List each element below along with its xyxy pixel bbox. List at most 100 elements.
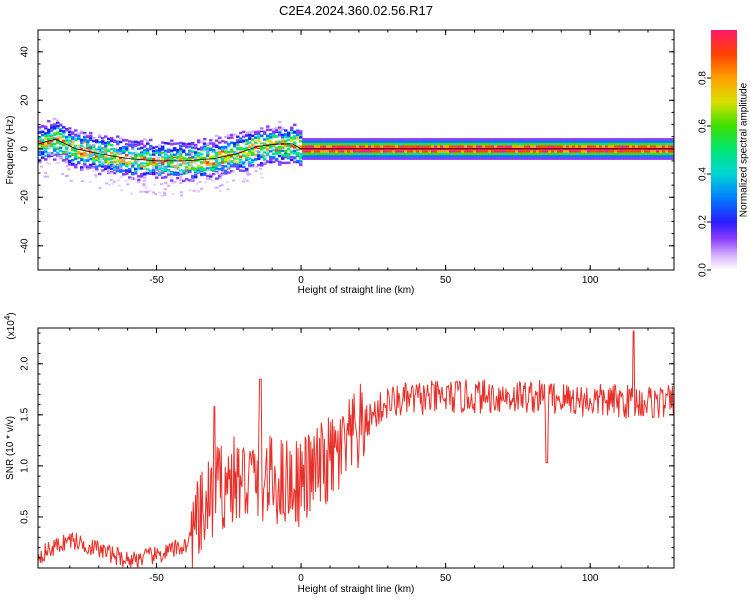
spectrogram-cell	[152, 149, 156, 153]
spectrogram-cell	[98, 145, 102, 149]
spectrogram-cell	[206, 153, 210, 156]
spectrogram-cell	[533, 142, 537, 146]
spectrogram-cell	[530, 152, 534, 156]
spectrogram-cell	[80, 141, 84, 144]
spectrogram-cell	[416, 157, 420, 160]
spectrogram-cell	[452, 140, 456, 143]
spectrogram-cell	[560, 157, 564, 160]
spectrogram-cell	[221, 150, 225, 153]
spectrogram-cell	[284, 150, 288, 153]
spectrogram-cell	[281, 127, 285, 130]
spectrogram-cell	[152, 171, 156, 174]
spectrogram-cell	[137, 153, 141, 156]
spectrogram-cell	[179, 163, 183, 166]
spectrogram-cell	[512, 155, 516, 158]
spectrogram-cell	[368, 157, 372, 160]
spectrogram-noise	[156, 156, 160, 159]
spectrogram-cell	[455, 138, 459, 141]
spectrogram-cell	[641, 152, 645, 156]
spectrogram-cell	[107, 137, 111, 141]
spectrogram-cell	[314, 152, 318, 156]
spectrogram-cell	[47, 137, 51, 140]
spectrogram-cell	[155, 149, 159, 153]
spectrogram-cell	[455, 145, 459, 148]
spectrogram-cell	[368, 140, 372, 143]
spectrogram-cell	[452, 142, 456, 146]
spectrogram-cell	[203, 161, 207, 164]
spectrogram-cell	[83, 163, 87, 166]
spectrogram-cell	[362, 152, 366, 156]
spectrogram-cell	[215, 134, 219, 138]
spectrogram-cell	[71, 132, 75, 136]
spectrogram-cell	[296, 131, 300, 134]
spectrogram-cell	[491, 152, 495, 156]
spectrogram-cell	[146, 149, 150, 152]
spectrogram-cell	[134, 161, 138, 164]
spectrogram-cell	[98, 164, 102, 167]
spectrogram-cell	[119, 140, 123, 144]
spectrogram-cell	[644, 142, 648, 146]
spectrogram-cell	[236, 140, 240, 144]
spectrogram-cell	[383, 155, 387, 158]
spectrogram-cell	[548, 157, 552, 160]
spectrogram-cell	[200, 168, 204, 172]
spectrogram-noise	[144, 186, 148, 189]
spectrogram-cell	[203, 156, 207, 160]
spectrogram-cell	[521, 140, 525, 143]
spectrogram-cell	[170, 161, 174, 164]
spectrogram-cell	[134, 153, 138, 156]
spectrogram-cell	[62, 135, 66, 138]
spectrogram-cell	[581, 155, 585, 158]
spectrogram-cell	[416, 152, 420, 156]
spectrogram-cell	[539, 152, 543, 156]
spectrogram-cell	[242, 147, 246, 151]
spectrogram-cell	[56, 151, 60, 154]
spectrogram-cell	[431, 155, 435, 158]
spectrogram-noise	[111, 182, 115, 185]
spectrogram-cell	[611, 138, 615, 141]
spectrogram-cell	[524, 142, 528, 146]
spectrogram-cell	[275, 151, 279, 154]
spectrogram-cell	[392, 142, 396, 146]
spectrogram-cell	[659, 155, 663, 158]
spectrogram-noise	[160, 194, 164, 197]
spectrogram-cell	[632, 152, 636, 156]
spectrogram-cell	[50, 140, 54, 143]
spectrogram-cell	[248, 151, 252, 154]
spectrogram-cell	[389, 138, 393, 141]
spectrogram-cell	[299, 163, 303, 167]
spectrogram-cell	[647, 140, 651, 143]
spectrogram-cell	[494, 155, 498, 158]
spectrogram-cell	[419, 155, 423, 158]
spectrogram-cell	[92, 157, 96, 160]
spectrogram-cell	[206, 146, 210, 150]
spectrogram-cell	[629, 152, 633, 156]
spectrogram-cell	[407, 157, 411, 160]
spectrogram-cell	[62, 151, 66, 154]
spectrogram-cell	[596, 142, 600, 146]
spectrogram-noise	[220, 184, 224, 187]
spectrogram-cell	[596, 150, 600, 153]
spectrogram-cell	[629, 157, 633, 160]
spectrogram-cell	[83, 140, 87, 144]
spectrogram-cell	[272, 131, 276, 134]
spectrogram-cell	[299, 133, 303, 137]
spectrogram-noise	[200, 187, 204, 190]
spectrogram-cell	[668, 157, 672, 160]
spectrogram-noise	[164, 188, 168, 191]
spectrogram-noise	[187, 160, 191, 163]
spectrogram-cell	[38, 130, 42, 133]
spectrogram-cell	[83, 138, 87, 142]
spectrogram-cell	[371, 155, 375, 158]
spectrogram-cell	[38, 131, 42, 134]
spectrogram-cell	[284, 143, 288, 146]
spectrogram-cell	[308, 157, 312, 160]
spectrogram-cell	[185, 157, 189, 161]
spectrogram-cell	[137, 178, 141, 182]
spectrogram-noise	[116, 179, 120, 182]
spectrogram-cell	[614, 140, 618, 143]
spectrogram-cell	[596, 138, 600, 141]
spectrogram-cell	[395, 145, 399, 148]
bottom-x-tick-label: 100	[582, 573, 599, 584]
top-y-tick-label: -20	[20, 190, 31, 205]
